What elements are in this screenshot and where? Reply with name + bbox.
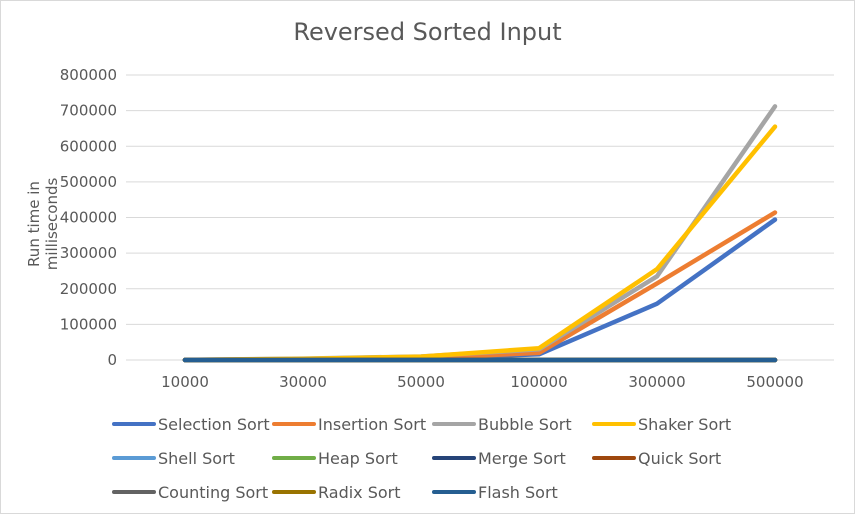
- x-tick-label: 500000: [746, 373, 803, 391]
- y-tick-label: 0: [107, 351, 117, 369]
- legend-swatch: [272, 422, 316, 426]
- legend-item: Heap Sort: [272, 449, 432, 468]
- y-tick-label: 400000: [60, 209, 117, 227]
- x-tick-label: 50000: [397, 373, 445, 391]
- legend-item: Counting Sort: [112, 483, 272, 502]
- series-line: [182, 124, 778, 363]
- legend-row: Counting Sort Radix Sort Flash Sort: [112, 475, 832, 509]
- x-tick-label: 30000: [279, 373, 327, 391]
- legend-swatch: [272, 490, 316, 494]
- legend-item: Flash Sort: [432, 483, 592, 502]
- legend: Selection Sort Insertion Sort Bubble Sort S…: [112, 407, 832, 509]
- legend-swatch: [432, 490, 476, 494]
- legend-swatch: [112, 456, 156, 460]
- y-tick-label: 200000: [60, 280, 117, 298]
- legend-label: Radix Sort: [318, 482, 401, 502]
- y-tick-label: 700000: [60, 102, 117, 120]
- legend-item: Bubble Sort: [432, 415, 592, 434]
- legend-item: Insertion Sort: [272, 415, 432, 434]
- legend-item: Shell Sort: [112, 449, 272, 468]
- legend-label: Merge Sort: [478, 448, 566, 468]
- legend-item: Merge Sort: [432, 449, 592, 468]
- y-tick-label: 500000: [60, 173, 117, 191]
- legend-swatch: [432, 456, 476, 460]
- legend-swatch: [432, 422, 476, 426]
- legend-swatch: [592, 456, 636, 460]
- legend-label: Counting Sort: [158, 482, 269, 502]
- x-tick-label: 100000: [510, 373, 567, 391]
- legend-label: Insertion Sort: [318, 414, 427, 434]
- legend-item: Shaker Sort: [592, 415, 752, 434]
- legend-row: Selection Sort Insertion Sort Bubble Sort S…: [112, 407, 832, 441]
- legend-label: Shaker Sort: [638, 414, 732, 434]
- legend-label: Shell Sort: [158, 448, 235, 468]
- legend-swatch: [592, 422, 636, 426]
- legend-item: Radix Sort: [272, 483, 432, 502]
- y-tick-label: 800000: [60, 66, 117, 84]
- y-tick-label: 600000: [60, 137, 117, 155]
- legend-swatch: [112, 490, 156, 494]
- legend-label: Flash Sort: [478, 482, 558, 502]
- x-tick-label: 300000: [628, 373, 685, 391]
- legend-item: Quick Sort: [592, 449, 752, 468]
- legend-swatch: [112, 422, 156, 426]
- legend-label: Selection Sort: [158, 414, 270, 434]
- legend-swatch: [272, 456, 316, 460]
- legend-label: Quick Sort: [638, 448, 722, 468]
- chart-title: Reversed Sorted Input: [293, 18, 562, 46]
- y-tick-label: 300000: [60, 244, 117, 262]
- x-tick-label: 10000: [161, 373, 209, 391]
- series-line: [182, 217, 778, 363]
- legend-row: Shell Sort Heap Sort Merge Sort Quick Sort: [112, 441, 832, 475]
- legend-label: Heap Sort: [318, 448, 398, 468]
- legend-label: Bubble Sort: [478, 414, 572, 434]
- legend-item: Selection Sort: [112, 415, 272, 434]
- y-tick-label: 100000: [60, 315, 117, 333]
